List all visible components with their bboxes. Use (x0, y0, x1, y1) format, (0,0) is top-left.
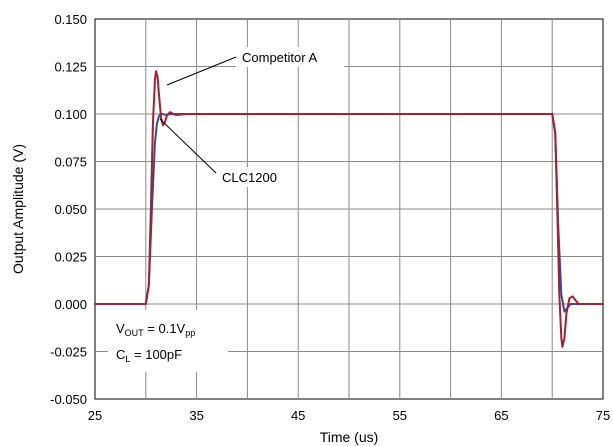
clc1200-label: CLC1200 (222, 170, 277, 185)
cl-condition: CL = 100pF (116, 347, 182, 364)
competitor-a-label: Competitor A (242, 50, 317, 65)
y-axis-title: Output Amplitude (V) (10, 144, 26, 274)
x-tick-label: 75 (596, 408, 610, 423)
y-tick-label: 0.075 (54, 155, 87, 170)
x-tick-label: 45 (291, 408, 305, 423)
x-axis-title: Time (us) (320, 429, 379, 445)
competitor-a-label-bg (236, 47, 344, 67)
y-tick-label: 0.000 (54, 297, 87, 312)
y-tick-label: 0.050 (54, 202, 87, 217)
tick-labels: 25 35 45 55 65 75 -0.050 -0.025 0.000 0.025 0.050 0… (50, 12, 610, 423)
y-tick-label: 0.150 (54, 12, 87, 27)
vout-condition: VOUT = 0.1Vpp (116, 321, 195, 338)
x-tick-label: 35 (189, 408, 203, 423)
x-tick-label: 55 (393, 408, 407, 423)
clc1200-callout-line (159, 118, 217, 174)
series-layer (94, 70, 604, 348)
y-tick-label: -0.025 (50, 345, 87, 360)
conditions-box-bg (108, 310, 228, 372)
competitor-a-callout-line (166, 56, 237, 86)
y-tick-label: 0.025 (54, 250, 87, 265)
y-tick-label: 0.100 (54, 107, 87, 122)
x-tick-label: 65 (494, 408, 508, 423)
clc1200-label-bg (218, 167, 282, 187)
y-tick-label: 0.125 (54, 60, 87, 75)
series-line-competitor-a (94, 70, 604, 348)
x-tick-label: 25 (88, 408, 102, 423)
y-tick-label: -0.050 (50, 392, 87, 407)
